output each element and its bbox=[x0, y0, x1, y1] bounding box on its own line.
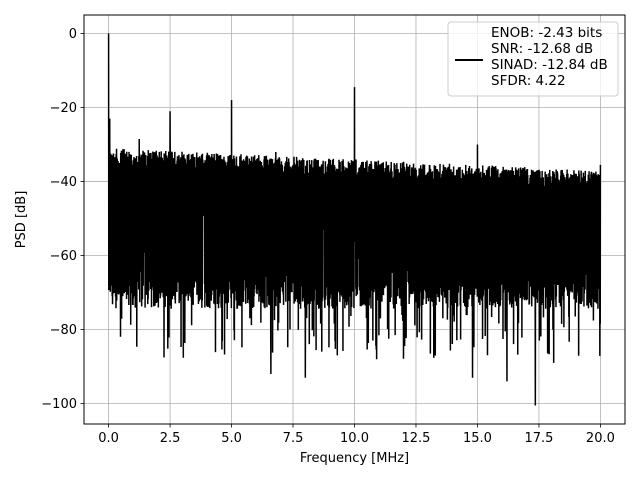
x-tick-label: 2.5 bbox=[160, 431, 181, 446]
x-tick-label: 7.5 bbox=[283, 431, 304, 446]
y-axis-label: PSD [dB] bbox=[14, 191, 29, 249]
legend: ENOB: -2.43 bits SNR: -12.68 dB SINAD: -… bbox=[448, 22, 618, 96]
x-tick-label: 17.5 bbox=[524, 431, 553, 446]
legend-entry-sinad: SINAD: -12.84 dB bbox=[491, 57, 608, 73]
y-tick-label: −20 bbox=[50, 101, 77, 116]
x-tick-label: 10.0 bbox=[340, 431, 369, 446]
legend-entry-snr: SNR: -12.68 dB bbox=[491, 41, 593, 57]
x-tick-label: 15.0 bbox=[463, 431, 492, 446]
legend-entry-enob: ENOB: -2.43 bits bbox=[491, 25, 602, 41]
x-axis-label: Frequency [MHz] bbox=[300, 451, 409, 466]
y-tick-label: −80 bbox=[50, 323, 77, 338]
y-tick-label: 0 bbox=[69, 27, 77, 42]
x-tick-label: 12.5 bbox=[402, 431, 431, 446]
y-tick-label: −40 bbox=[50, 175, 77, 190]
y-tick-label: −100 bbox=[41, 397, 77, 412]
x-tick-label: 5.0 bbox=[221, 431, 242, 446]
x-tick-label: 0.0 bbox=[98, 431, 119, 446]
legend-entry-sfdr: SFDR: 4.22 bbox=[491, 73, 566, 89]
x-tick-label: 20.0 bbox=[586, 431, 615, 446]
y-tick-label: −60 bbox=[50, 249, 77, 264]
